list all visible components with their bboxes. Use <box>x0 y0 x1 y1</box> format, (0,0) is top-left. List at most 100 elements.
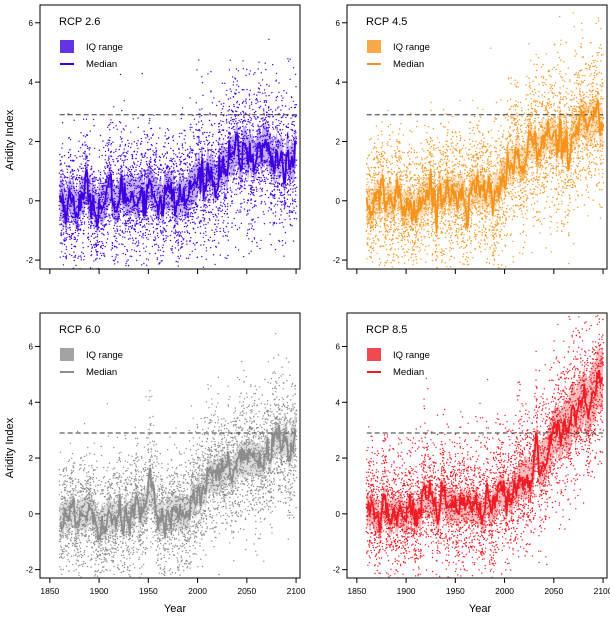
scatter-point <box>289 180 291 182</box>
scatter-point <box>244 120 247 123</box>
scatter-point <box>92 187 94 190</box>
scatter-point <box>397 140 399 142</box>
scatter-point <box>281 194 283 197</box>
scatter-point <box>110 122 112 124</box>
scatter-point <box>186 224 189 227</box>
scatter-point <box>122 175 124 178</box>
scatter-point <box>157 236 160 239</box>
scatter-point <box>376 155 378 157</box>
scatter-point <box>79 255 82 257</box>
scatter-point <box>275 126 277 128</box>
scatter-point <box>62 220 64 222</box>
scatter-point <box>65 224 67 226</box>
scatter-point <box>137 177 139 179</box>
scatter-point <box>251 124 253 127</box>
scatter-point <box>216 178 218 180</box>
scatter-point <box>264 201 266 203</box>
scatter-point <box>117 181 120 183</box>
scatter-point <box>251 225 254 227</box>
scatter-point <box>130 185 132 187</box>
scatter-point <box>190 123 192 126</box>
scatter-point <box>221 129 223 131</box>
scatter-point <box>190 211 192 214</box>
scatter-point <box>132 118 134 120</box>
scatter-point <box>156 235 159 237</box>
scatter-point <box>103 184 105 187</box>
scatter-point <box>382 165 385 167</box>
scatter-point <box>183 177 185 179</box>
scatter-point <box>281 104 283 107</box>
scatter-point <box>295 136 297 138</box>
scatter-point <box>387 213 390 215</box>
scatter-point <box>191 170 194 173</box>
scatter-point <box>272 173 274 175</box>
scatter-point <box>129 180 131 182</box>
scatter-point <box>398 228 400 231</box>
scatter-point <box>154 236 156 238</box>
scatter-point <box>174 177 176 179</box>
scatter-point <box>276 95 279 98</box>
scatter-point <box>89 240 92 243</box>
scatter-point <box>126 250 129 252</box>
scatter-point <box>149 166 151 168</box>
scatter-point <box>162 250 165 253</box>
scatter-point <box>204 143 206 145</box>
scatter-point <box>93 215 96 217</box>
scatter-point <box>132 239 135 241</box>
scatter-point <box>79 155 81 158</box>
scatter-point <box>203 199 205 201</box>
scatter-point <box>398 167 401 170</box>
scatter-point <box>287 141 289 143</box>
scatter-point <box>287 171 289 173</box>
scatter-point <box>258 107 261 109</box>
scatter-point <box>192 221 194 224</box>
scatter-point <box>88 182 90 184</box>
scatter-point <box>59 159 61 162</box>
scatter-point <box>94 180 96 182</box>
scatter-point <box>76 157 78 159</box>
scatter-point <box>273 135 275 137</box>
scatter-point <box>197 143 199 145</box>
scatter-point <box>381 145 383 147</box>
scatter-point <box>133 183 135 185</box>
scatter-point <box>107 194 109 196</box>
scatter-point <box>378 151 380 153</box>
scatter-point <box>188 156 190 159</box>
scatter-point <box>393 223 395 226</box>
scatter-point <box>291 135 293 137</box>
scatter-point <box>292 188 294 190</box>
scatter-point <box>397 261 400 264</box>
scatter-point <box>264 162 266 164</box>
scatter-point <box>94 177 96 179</box>
scatter-point <box>112 141 114 143</box>
scatter-point <box>275 211 277 213</box>
scatter-point <box>291 198 294 200</box>
scatter-point <box>224 196 226 199</box>
scatter-point <box>81 221 83 223</box>
scatter-point <box>125 125 127 127</box>
scatter-point <box>90 250 93 253</box>
scatter-point <box>389 170 391 173</box>
scatter-point <box>257 124 259 126</box>
scatter-point <box>212 198 215 200</box>
scatter-point <box>281 116 284 118</box>
scatter-point <box>213 200 215 202</box>
scatter-point <box>96 189 98 191</box>
scatter-point <box>276 140 278 142</box>
scatter-point <box>124 228 127 230</box>
scatter-point <box>215 246 217 248</box>
scatter-point <box>112 121 114 124</box>
scatter-point <box>262 170 264 172</box>
scatter-point <box>226 147 228 149</box>
scatter-point <box>294 172 296 174</box>
scatter-point <box>370 226 372 228</box>
scatter-point <box>265 169 267 171</box>
scatter-point <box>82 135 85 137</box>
scatter-point <box>182 147 184 149</box>
scatter-point <box>242 140 245 142</box>
scatter-point <box>96 254 98 256</box>
scatter-point <box>126 174 128 176</box>
scatter-point <box>84 162 87 164</box>
scatter-point <box>121 231 124 233</box>
scatter-point <box>249 209 251 211</box>
